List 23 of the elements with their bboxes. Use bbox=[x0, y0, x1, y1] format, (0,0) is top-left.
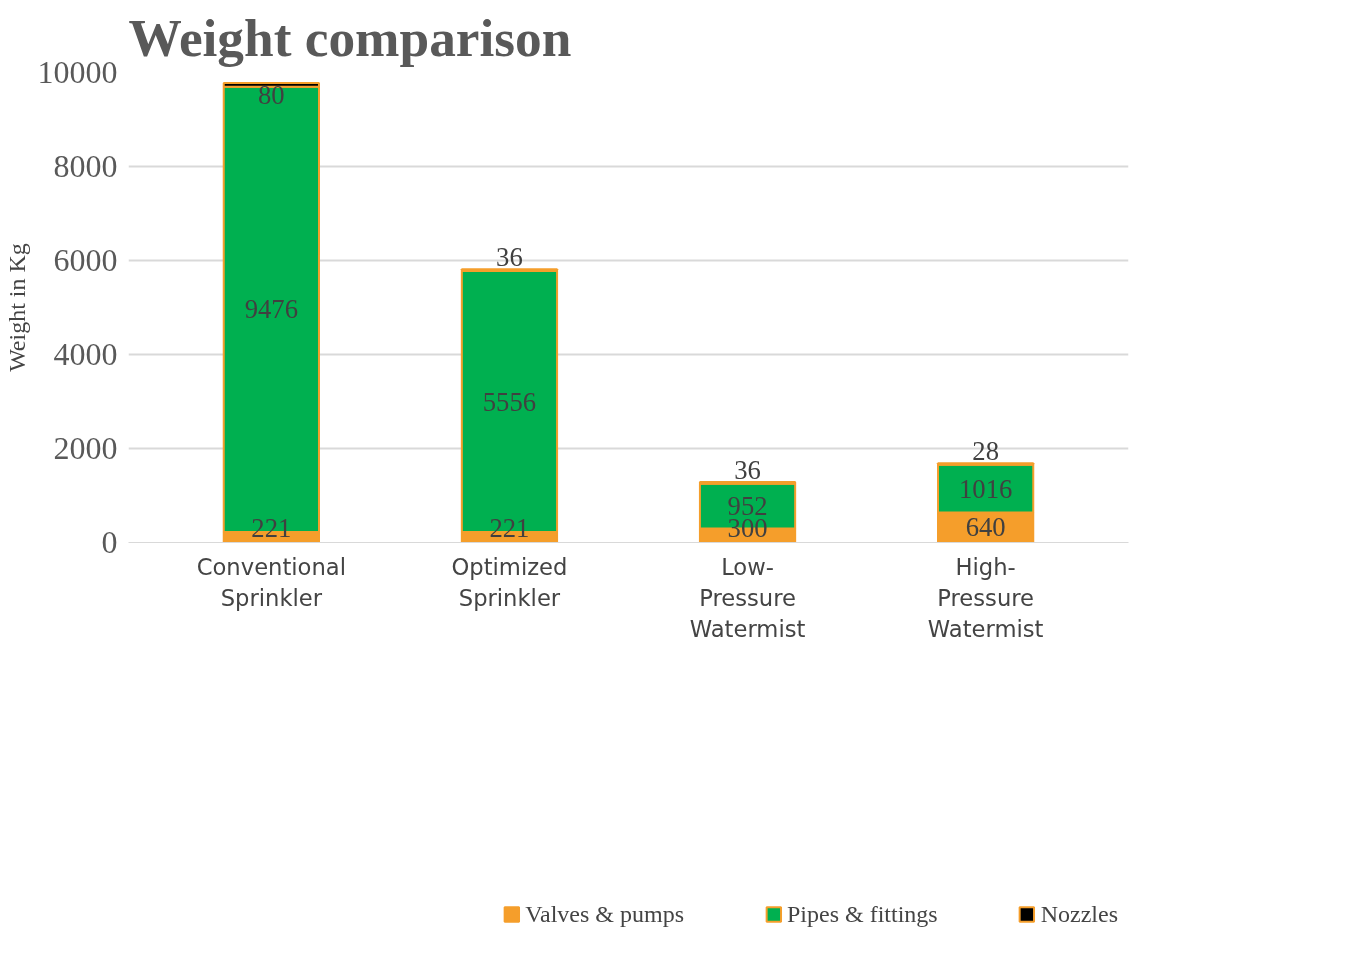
x-tick-label: Conventional Sprinkler bbox=[196, 553, 347, 611]
y-tick-label: 4000 bbox=[53, 336, 118, 372]
y-tick-label: 0 bbox=[101, 524, 118, 560]
y-tick-label: 2000 bbox=[53, 430, 118, 466]
legend-label: Valves & pumps bbox=[525, 900, 685, 928]
y-tick-label: 10000 bbox=[37, 54, 118, 90]
y-axis-title: Weight in Kg bbox=[3, 243, 30, 372]
data-label: 9476 bbox=[244, 294, 299, 325]
data-label: 36 bbox=[496, 242, 523, 273]
data-label: 640 bbox=[965, 512, 1006, 543]
data-label: 80 bbox=[258, 79, 285, 110]
legend-label: Pipes & fittings bbox=[787, 900, 938, 928]
y-tick-label: 8000 bbox=[53, 148, 118, 184]
legend-label: Nozzles bbox=[1040, 900, 1118, 928]
x-tick-label: High-Pressure Watermist bbox=[927, 553, 1044, 642]
y-tick-label: 6000 bbox=[53, 242, 118, 278]
x-tick-label: Low-Pressure Watermist bbox=[689, 553, 806, 642]
data-label: 5556 bbox=[482, 386, 537, 417]
x-tick-label: Optimized Sprinkler bbox=[451, 553, 568, 611]
data-label: 1016 bbox=[958, 473, 1013, 504]
data-label: 36 bbox=[734, 454, 761, 485]
data-label: 28 bbox=[972, 436, 999, 467]
chart-title: Weight comparison bbox=[128, 7, 572, 68]
